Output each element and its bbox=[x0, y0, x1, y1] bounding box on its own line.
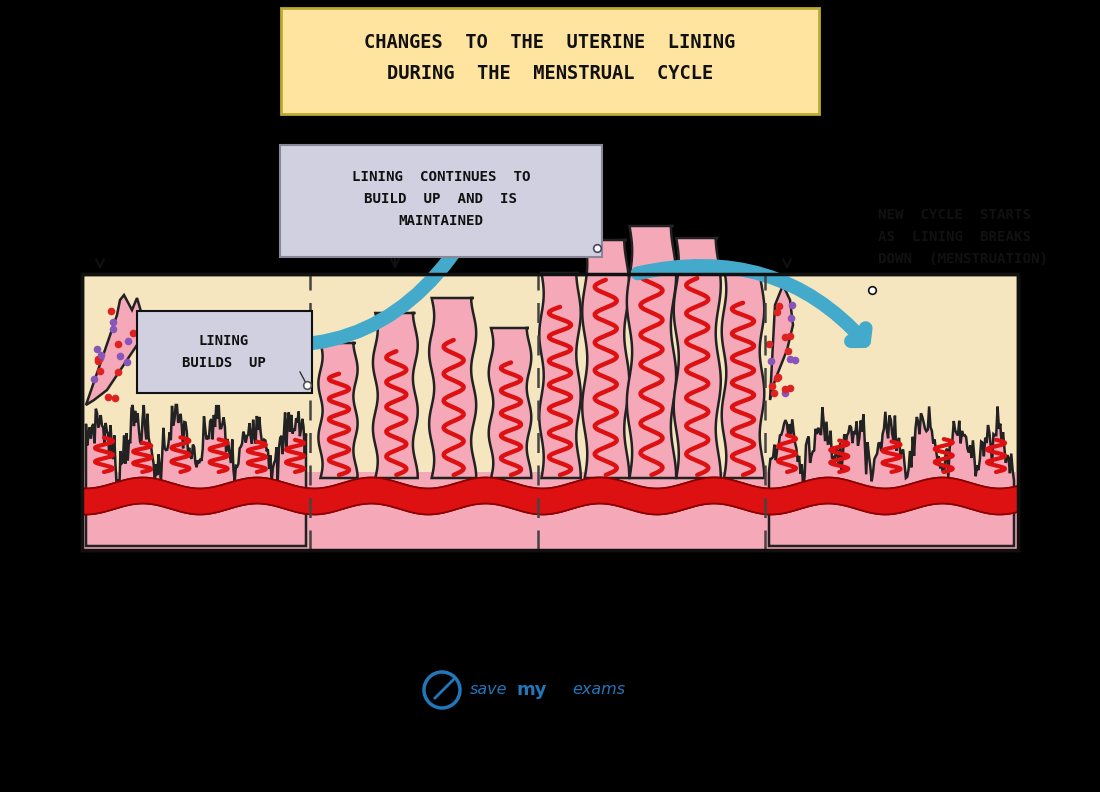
Polygon shape bbox=[318, 343, 358, 478]
Polygon shape bbox=[673, 238, 720, 478]
Text: NEW  CYCLE  STARTS
AS  LINING  BREAKS
DOWN  (MENSTRUATION): NEW CYCLE STARTS AS LINING BREAKS DOWN (… bbox=[878, 208, 1048, 265]
Polygon shape bbox=[86, 405, 306, 546]
Polygon shape bbox=[770, 285, 793, 400]
Text: MENSTRUATION: MENSTRUATION bbox=[160, 349, 265, 364]
Bar bbox=[764, 472, 1018, 550]
Polygon shape bbox=[627, 226, 676, 478]
Bar bbox=[82, 472, 1018, 550]
Text: my: my bbox=[517, 681, 548, 699]
FancyArrowPatch shape bbox=[638, 266, 866, 341]
Bar bbox=[538, 472, 764, 550]
FancyBboxPatch shape bbox=[138, 311, 312, 393]
Polygon shape bbox=[86, 295, 144, 405]
Text: CHANGES  TO  THE  UTERINE  LINING
DURING  THE  MENSTRUAL  CYCLE: CHANGES TO THE UTERINE LINING DURING THE… bbox=[364, 32, 736, 83]
Polygon shape bbox=[582, 240, 629, 478]
Polygon shape bbox=[373, 313, 418, 478]
Bar bbox=[82, 274, 1018, 550]
Bar bbox=[82, 274, 1018, 550]
Text: save: save bbox=[470, 683, 507, 698]
Text: LINING
BUILDS  UP: LINING BUILDS UP bbox=[183, 334, 266, 370]
Polygon shape bbox=[488, 328, 531, 478]
FancyBboxPatch shape bbox=[280, 8, 820, 114]
Polygon shape bbox=[429, 298, 476, 478]
Polygon shape bbox=[722, 268, 764, 478]
FancyArrowPatch shape bbox=[220, 223, 474, 348]
Text: exams: exams bbox=[572, 683, 625, 698]
Polygon shape bbox=[539, 273, 581, 478]
Bar bbox=[310, 472, 538, 550]
FancyBboxPatch shape bbox=[280, 145, 602, 257]
Polygon shape bbox=[769, 406, 1014, 546]
Text: LINING  CONTINUES  TO
BUILD  UP  AND  IS
MAINTAINED: LINING CONTINUES TO BUILD UP AND IS MAIN… bbox=[352, 170, 530, 228]
